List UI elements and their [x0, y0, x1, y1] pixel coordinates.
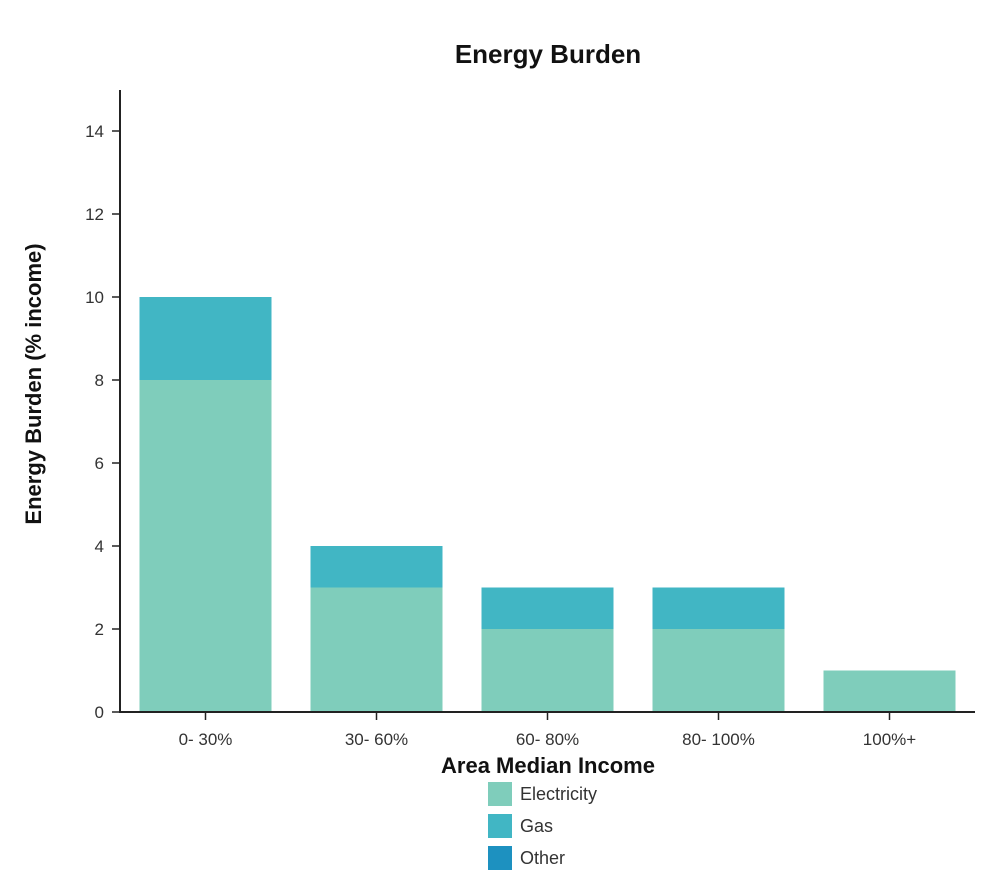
y-tick-label-5: 10 — [85, 288, 104, 307]
bar-gas-2 — [481, 587, 614, 629]
bar-gas-3 — [652, 587, 785, 629]
legend-swatch-gas — [488, 814, 512, 838]
y-tick-label-7: 14 — [85, 122, 104, 141]
bar-electricity-4 — [823, 670, 956, 712]
bar-electricity-2 — [481, 629, 614, 712]
x-tick-label-1: 30- 60% — [345, 730, 408, 749]
bar-electricity-0 — [139, 380, 272, 712]
bar-gas-0 — [139, 297, 272, 380]
x-tick-label-0: 0- 30% — [179, 730, 233, 749]
bar-electricity-3 — [652, 629, 785, 712]
y-tick-label-2: 4 — [95, 537, 104, 556]
legend-label-electricity: Electricity — [520, 784, 597, 804]
chart-title: Energy Burden — [455, 39, 641, 69]
legend-swatch-electricity — [488, 782, 512, 806]
x-tick-label-3: 80- 100% — [682, 730, 755, 749]
x-tick-label-2: 60- 80% — [516, 730, 579, 749]
y-tick-label-0: 0 — [95, 703, 104, 722]
y-tick-label-6: 12 — [85, 205, 104, 224]
legend-label-gas: Gas — [520, 816, 553, 836]
y-axis-title: Energy Burden (% income) — [21, 243, 46, 524]
x-tick-label-4: 100%+ — [863, 730, 916, 749]
y-axis-ticks: 0 2 4 6 8 10 12 14 — [85, 122, 120, 722]
y-tick-label-1: 2 — [95, 620, 104, 639]
bars-group — [139, 297, 956, 712]
y-tick-label-3: 6 — [95, 454, 104, 473]
legend-swatch-other — [488, 846, 512, 870]
legend-label-other: Other — [520, 848, 565, 868]
bar-electricity-1 — [310, 587, 443, 712]
bar-gas-1 — [310, 546, 443, 588]
x-axis-title: Area Median Income — [441, 753, 655, 778]
x-axis-ticks: 0- 30% 30- 60% 60- 80% 80- 100% 100%+ — [179, 712, 916, 749]
y-tick-label-4: 8 — [95, 371, 104, 390]
legend: Electricity Gas Other — [488, 782, 597, 870]
